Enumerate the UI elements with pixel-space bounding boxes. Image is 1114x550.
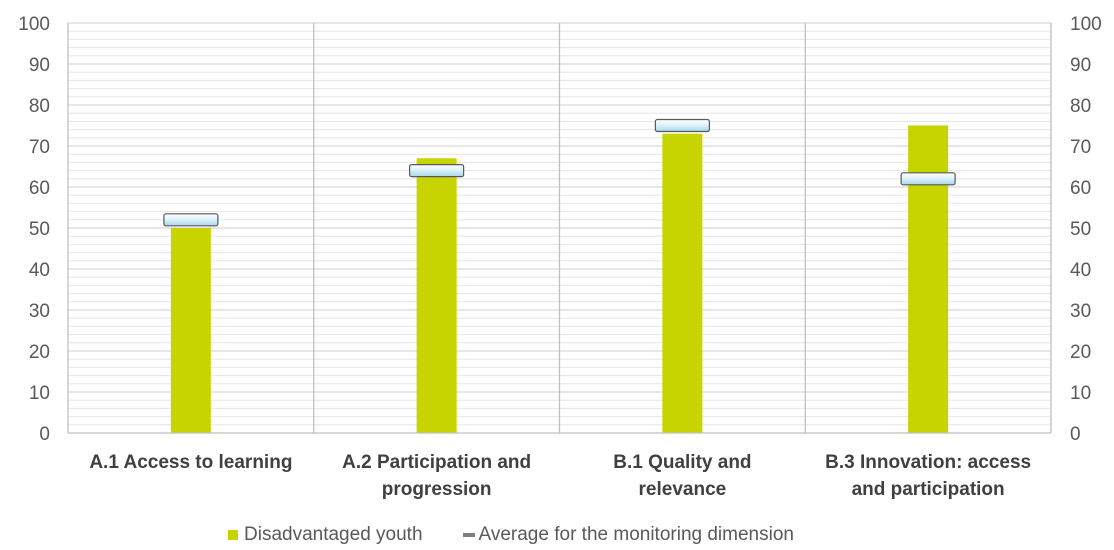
category-label: relevance <box>639 479 727 500</box>
y-tick-label-right: 0 <box>1070 424 1081 445</box>
marker-average <box>900 172 956 186</box>
y-tick-label-right: 40 <box>1070 260 1091 281</box>
axis-labels: 0 10 20 30 40 50 60 70 80 90 100 0 10 20 30 40 50 60 70 80 9… <box>18 14 1101 500</box>
y-tick-label-right: 70 <box>1070 137 1091 158</box>
y-tick-label-left: 50 <box>29 219 50 240</box>
legend-item-bar: Disadvantaged youth <box>228 524 423 546</box>
marker-average <box>163 213 219 227</box>
y-tick-label-left: 40 <box>29 260 50 281</box>
category-label: progression <box>382 479 492 500</box>
legend-bar-label: Disadvantaged youth <box>244 524 423 545</box>
average-markers <box>163 118 956 227</box>
y-tick-label-right: 90 <box>1070 55 1091 76</box>
bar-disadvantaged-youth <box>908 125 949 433</box>
category-label: B.1 Quality and <box>613 452 751 473</box>
y-tick-label-left: 80 <box>29 96 50 117</box>
y-tick-label-left: 0 <box>39 424 50 445</box>
bar-chart: 0 10 20 30 40 50 60 70 80 90 100 0 10 20 30 40 50 60 70 80 9… <box>18 14 1101 500</box>
y-tick-label-left: 10 <box>29 383 50 404</box>
y-tick-label-left: 60 <box>29 178 50 199</box>
legend-bar-swatch <box>228 530 238 540</box>
y-tick-label-left: 30 <box>29 301 50 322</box>
y-tick-label-right: 10 <box>1070 383 1091 404</box>
legend-average-label: Average for the monitoring dimension <box>478 524 794 545</box>
bar-disadvantaged-youth <box>170 228 211 433</box>
category-label: A.1 Access to learning <box>89 452 292 473</box>
grid-lines <box>67 22 1052 434</box>
y-tick-label-left: 20 <box>29 342 50 363</box>
y-tick-label-right: 50 <box>1070 219 1091 240</box>
y-tick-label-right: 20 <box>1070 342 1091 363</box>
y-tick-label-left: 100 <box>18 14 50 35</box>
y-tick-label-right: 30 <box>1070 301 1091 322</box>
y-tick-label-left: 70 <box>29 137 50 158</box>
y-tick-label-left: 90 <box>29 55 50 76</box>
y-tick-label-right: 100 <box>1070 14 1102 35</box>
category-label: A.2 Participation and <box>342 452 531 473</box>
legend-item-average: Average for the monitoring dimension <box>462 524 794 546</box>
legend-line-swatch <box>462 533 475 537</box>
y-tick-label-right: 80 <box>1070 96 1091 117</box>
bar-disadvantaged-youth <box>416 158 457 434</box>
y-tick-label-right: 60 <box>1070 178 1091 199</box>
category-label: and participation <box>852 479 1005 500</box>
category-label: B.3 Innovation: access <box>825 452 1031 473</box>
legend: Disadvantaged youth Average for the moni… <box>228 522 794 548</box>
marker-average <box>409 164 465 178</box>
bars <box>170 125 949 434</box>
bar-disadvantaged-youth <box>662 133 703 433</box>
marker-average <box>654 118 710 133</box>
